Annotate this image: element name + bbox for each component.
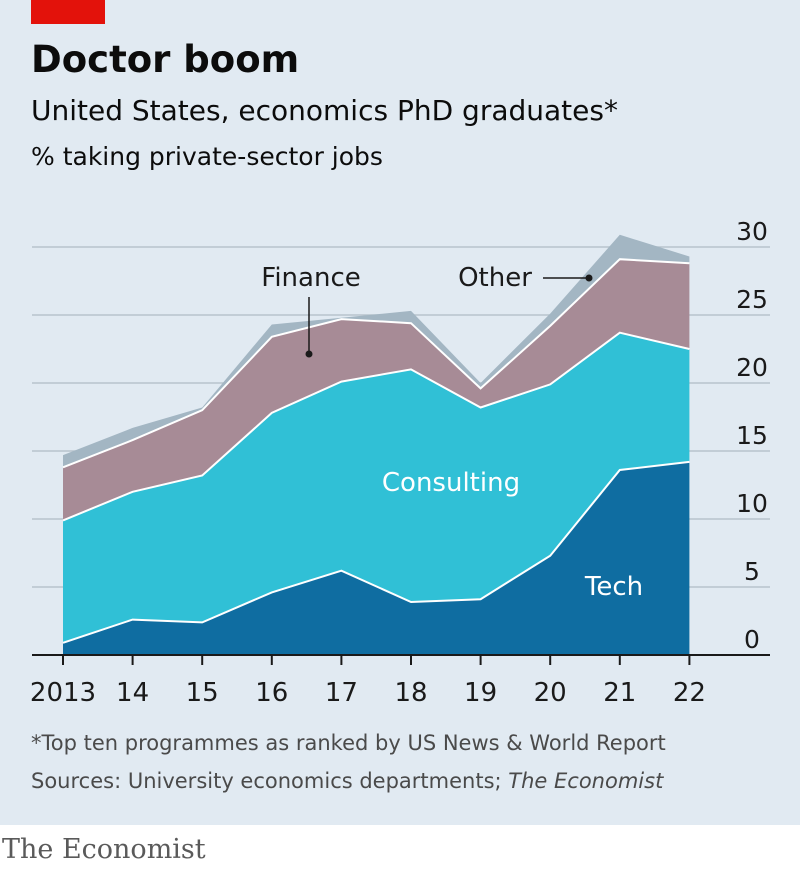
area-series bbox=[62, 234, 690, 655]
y-tick-label: 20 bbox=[736, 353, 768, 382]
series-label-other: Other bbox=[458, 263, 532, 293]
stack-boundary-line bbox=[62, 460, 690, 644]
sources-prefix: Sources: University economics department… bbox=[31, 769, 509, 793]
area-finance bbox=[63, 259, 690, 521]
series-label-consulting: Consulting bbox=[382, 468, 520, 498]
y-tick-label: 0 bbox=[744, 625, 760, 654]
unit-label: % taking private-sector jobs bbox=[31, 142, 383, 171]
brand-red-tag bbox=[31, 0, 105, 24]
y-tick-label: 15 bbox=[736, 421, 768, 450]
stacked-area-chart: 0 5 10 15 20 25 30 2013 14 15 16 17 18 19 20 21 22 Tech… bbox=[30, 217, 770, 708]
x-axis: 2013 14 15 16 17 18 19 20 21 22 bbox=[30, 654, 770, 708]
stack-boundary-line bbox=[62, 258, 690, 469]
footnote: *Top ten programmes as ranked by US News… bbox=[31, 731, 666, 755]
chart-subtitle: United States, economics PhD graduates* bbox=[31, 94, 618, 127]
series-label-finance: Finance bbox=[261, 263, 360, 293]
x-tick-label: 22 bbox=[673, 678, 706, 708]
series-label-tech: Tech bbox=[584, 572, 643, 602]
area-other bbox=[63, 234, 690, 468]
y-tick-label: 10 bbox=[736, 489, 768, 518]
other-leader-dot bbox=[585, 274, 593, 282]
stack-boundary-line bbox=[62, 331, 690, 522]
y-tick-label: 5 bbox=[744, 557, 760, 586]
x-tick-label: 18 bbox=[394, 678, 427, 708]
sources-line: Sources: University economics department… bbox=[31, 769, 663, 793]
x-tick-label: 16 bbox=[255, 678, 288, 708]
y-tick-label: 30 bbox=[736, 217, 768, 246]
x-tick-label: 15 bbox=[186, 678, 219, 708]
y-tick-label: 25 bbox=[736, 285, 768, 314]
area-tech bbox=[63, 461, 690, 655]
series-labels: Tech Consulting Finance Other bbox=[261, 263, 643, 602]
chart-title: Doctor boom bbox=[31, 38, 300, 81]
area-consulting bbox=[63, 332, 690, 643]
finance-leader-dot bbox=[305, 350, 313, 358]
brand-wordmark: The Economist bbox=[2, 834, 206, 865]
x-tick-label: 14 bbox=[116, 678, 149, 708]
x-tick-label: 20 bbox=[534, 678, 567, 708]
x-tick-label: 21 bbox=[603, 678, 636, 708]
sources-publication: The Economist bbox=[508, 769, 664, 793]
y-tick-labels: 0 5 10 15 20 25 30 bbox=[736, 217, 768, 654]
x-tick-label: 19 bbox=[464, 678, 497, 708]
x-tick-label: 2013 bbox=[30, 678, 96, 708]
x-tick-label: 17 bbox=[325, 678, 358, 708]
